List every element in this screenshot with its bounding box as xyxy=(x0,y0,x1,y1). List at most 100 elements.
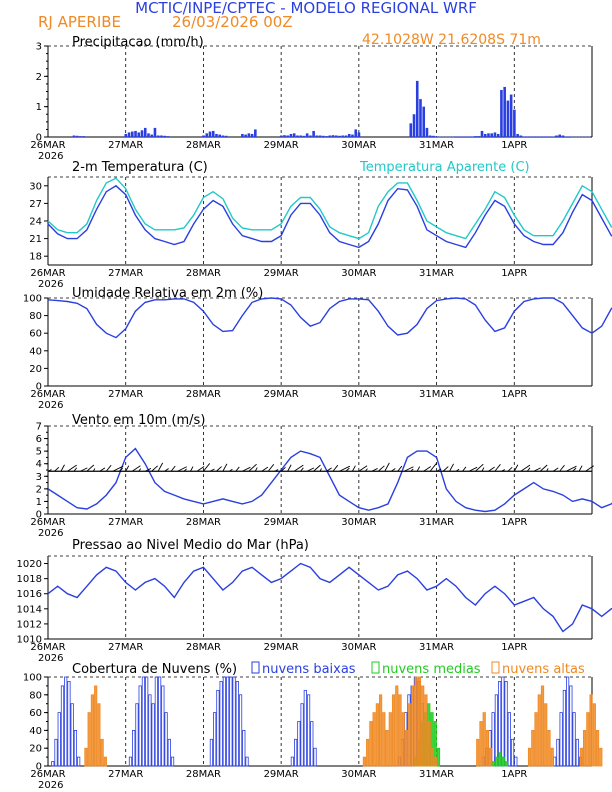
x-tick-label: 27MAR xyxy=(108,140,143,151)
x-tick-label: 26MAR xyxy=(30,268,65,279)
wind-barb xyxy=(565,465,577,472)
x-tick-label: 27MAR xyxy=(108,268,143,279)
panel-title: Cobertura de Nuvens (%) xyxy=(72,662,237,677)
cloud-bar-nuvens-altas xyxy=(583,730,587,767)
panel-rh: 26MAR 27MAR 28MAR 29MAR 30MAR 31MAR 1APR 2026 0 2… xyxy=(23,286,612,411)
precip-bar xyxy=(302,135,306,137)
x-year-label: 2026 xyxy=(38,279,63,290)
cloud-bar-nuvens-altas xyxy=(103,756,107,767)
x-year-label: 2026 xyxy=(38,653,63,664)
y-tick-label: 1014 xyxy=(17,604,42,615)
x-tick-label: 29MAR xyxy=(264,517,299,528)
precip-bar xyxy=(72,135,76,137)
precip-bar xyxy=(127,132,131,137)
y-tick-label: 20 xyxy=(29,744,42,755)
wind-barb xyxy=(216,466,222,472)
cloud-bar-nuvens-medias xyxy=(501,756,505,767)
cloud-bar-nuvens-baixas xyxy=(73,730,78,767)
wind-barb xyxy=(54,467,60,472)
precip-bar xyxy=(202,135,205,137)
cloud-bar-nuvens-baixas xyxy=(297,721,301,767)
legend-apparent-temperature: Temperatura Aparente (C) xyxy=(359,160,530,175)
wind-barb xyxy=(468,466,478,472)
y-tick-label: 1 xyxy=(36,102,42,113)
cloud-bar-nuvens-altas xyxy=(547,730,551,767)
y-tick-label: 4 xyxy=(36,459,42,470)
x-tick-label: 31MAR xyxy=(419,140,454,151)
panel-pressure: 26MAR 27MAR 28MAR 29MAR 30MAR 31MAR 1APR 2026 10… xyxy=(17,538,612,664)
x-tick-label: 28MAR xyxy=(186,389,221,400)
cloud-bar-nuvens-baixas xyxy=(572,712,576,767)
cloud-bar-nuvens-altas xyxy=(382,712,386,767)
x-tick-label: 1APR xyxy=(501,140,527,151)
wind-barb xyxy=(351,465,356,472)
cloud-bar-nuvens-baixas xyxy=(138,685,142,767)
x-tick-label: 30MAR xyxy=(341,389,376,400)
precip-bar xyxy=(82,136,86,137)
wind-barb xyxy=(177,466,187,472)
y-tick-label: 1012 xyxy=(17,619,42,630)
precip-bar xyxy=(435,136,438,137)
precip-bar xyxy=(561,135,565,137)
panel-title: Pressao ao Nivel Medio do Mar (hPa) xyxy=(72,538,309,553)
precip-bar xyxy=(474,136,477,137)
x-tick-label: 27MAR xyxy=(108,642,143,653)
precip-bar xyxy=(458,136,461,137)
cloud-bar-nuvens-altas xyxy=(589,694,593,767)
precip-bar xyxy=(153,127,157,137)
wind-barb xyxy=(242,466,251,472)
x-year-label: 2026 xyxy=(38,400,63,411)
cloud-bar-nuvens-baixas xyxy=(229,676,233,767)
precip-bar xyxy=(318,135,322,137)
wind-barb xyxy=(462,466,467,472)
precip-bar xyxy=(558,134,562,137)
cloud-bar-nuvens-altas xyxy=(427,721,431,767)
y-tick-label: 0 xyxy=(36,133,42,144)
wind-barb xyxy=(60,464,65,472)
precip-bar xyxy=(75,135,79,137)
legend-label: nuvens medias xyxy=(382,662,481,677)
precip-bar xyxy=(470,136,474,137)
precip-bar xyxy=(322,135,325,137)
precip-bar xyxy=(419,99,422,137)
x-tick-label: 1APR xyxy=(501,389,527,400)
cloud-bar-nuvens-baixas xyxy=(306,694,311,767)
wind-barb xyxy=(105,464,112,472)
cloud-bar-nuvens-altas xyxy=(540,685,545,767)
wind-barb xyxy=(429,463,437,472)
wind-barb xyxy=(539,464,548,472)
precip-bar xyxy=(477,136,481,137)
cloud-bar-nuvens-baixas xyxy=(566,676,570,767)
cloud-bar-nuvens-altas xyxy=(366,738,370,767)
cloud-bar-nuvens-baixas xyxy=(135,703,139,767)
wind-barb xyxy=(475,463,484,472)
cloud-bar-nuvens-altas xyxy=(599,747,603,767)
precip-bar xyxy=(532,136,536,137)
x-tick-label: 26MAR xyxy=(30,517,65,528)
series-line-temperatura-aparente xyxy=(47,177,612,240)
x-tick-label: 1APR xyxy=(501,769,527,780)
precip-bar xyxy=(412,114,416,137)
wind-barb xyxy=(339,465,351,472)
cloud-bar-nuvens-altas xyxy=(592,703,596,767)
precip-bar xyxy=(568,136,571,137)
wind-barb xyxy=(112,465,124,472)
precip-bar xyxy=(564,136,568,137)
cloud-bar-nuvens-altas xyxy=(586,712,590,767)
y-tick-label: 2 xyxy=(36,72,42,83)
wind-barb xyxy=(403,466,414,472)
wind-barb xyxy=(280,467,286,472)
precip-bar xyxy=(445,136,448,138)
precip-bar xyxy=(522,136,526,137)
precip-bar xyxy=(542,136,545,137)
wind-barb xyxy=(442,466,449,472)
cloud-bar-nuvens-altas xyxy=(414,676,418,767)
x-tick-label: 30MAR xyxy=(341,268,376,279)
cloud-bar-nuvens-altas xyxy=(90,694,95,767)
cloud-bar-nuvens-altas xyxy=(369,721,373,767)
cloud-bar-nuvens-altas xyxy=(100,738,104,767)
x-tick-label: 31MAR xyxy=(419,769,454,780)
precip-bar xyxy=(296,135,299,137)
cloud-bar-nuvens-altas xyxy=(595,730,600,767)
wind-barb xyxy=(86,464,95,472)
